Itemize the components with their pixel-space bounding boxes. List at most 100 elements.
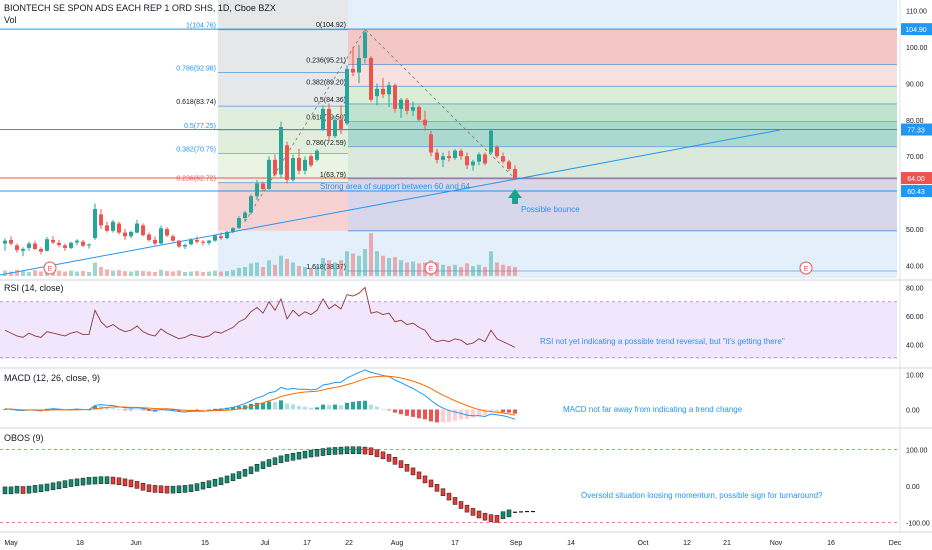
candle-body-47 <box>285 145 289 180</box>
obos-bar-28 <box>170 485 176 494</box>
candle-body-12 <box>75 240 79 243</box>
candle-body-17 <box>105 225 109 231</box>
obos-bar-12 <box>74 478 80 487</box>
volume-bar-65 <box>393 257 397 276</box>
volume-bar-38 <box>231 270 235 276</box>
obos-bar-16 <box>98 476 104 484</box>
obos-bar-19 <box>116 477 122 486</box>
candle-body-3 <box>21 249 25 251</box>
candle-body-60 <box>363 32 367 58</box>
macd-hist-62 <box>375 406 379 410</box>
fib-zone-618-786 <box>348 121 897 147</box>
obos-bar-26 <box>158 485 164 494</box>
obos-bar-42 <box>254 464 260 472</box>
macd-hist-54 <box>327 404 331 410</box>
macd-hist-59 <box>357 401 361 410</box>
fib-zone-236-382 <box>348 64 897 87</box>
candle-body-48 <box>291 158 295 180</box>
time-tick-16: Dec <box>889 540 902 547</box>
obos-bar-25 <box>152 485 158 493</box>
candle-body-57 <box>345 68 349 124</box>
macd-hist-44 <box>267 401 271 410</box>
macd-hist-64 <box>387 409 391 411</box>
candle-body-13 <box>81 241 85 246</box>
volume-bar-42 <box>255 262 259 276</box>
obos-bar-33 <box>200 481 206 490</box>
volume-bar-18 <box>111 270 115 276</box>
obos-bar-22 <box>134 481 140 489</box>
obos-bar-45 <box>272 457 278 465</box>
volume-bar-76 <box>459 267 463 276</box>
candle-body-52 <box>315 150 319 160</box>
macd-hist-66 <box>399 409 403 415</box>
candle-body-42 <box>255 183 259 197</box>
fib-left-label-1: 0.786(92.98) <box>176 66 216 73</box>
macd-hist-18 <box>111 408 115 410</box>
macd-hist-78 <box>471 409 475 418</box>
candle-body-45 <box>273 159 277 175</box>
obos-bar-41 <box>248 466 254 475</box>
obos-bar-6 <box>38 484 44 492</box>
obos-bar-50 <box>302 450 308 459</box>
obos-annotation: Oversold situation loosing momentum, pos… <box>581 491 823 500</box>
macd-hist-61 <box>369 404 373 410</box>
candle-body-25 <box>153 239 157 244</box>
candle-body-23 <box>141 225 145 236</box>
macd-hist-83 <box>501 409 505 413</box>
volume-bar-80 <box>483 267 487 276</box>
candle-body-63 <box>381 88 385 95</box>
volume-bar-83 <box>501 264 505 276</box>
macd-hist-72 <box>435 409 439 423</box>
time-tick-4: Jul <box>261 540 270 547</box>
macd-hist-43 <box>261 402 265 410</box>
macd-hist-69 <box>417 409 421 419</box>
candle-body-0 <box>3 240 7 244</box>
time-tick-6: 22 <box>345 540 353 547</box>
macd-hist-17 <box>105 407 109 410</box>
candle-body-24 <box>147 234 151 240</box>
macd-hist-73 <box>441 409 445 423</box>
symbol-title: BIONTECH SE SPON ADS EACH REP 1 ORD SHS,… <box>4 3 276 13</box>
volume-bar-32 <box>195 271 199 276</box>
candle-body-1 <box>9 239 13 244</box>
fib-zone-1-ext <box>348 178 897 231</box>
macd-hist-71 <box>429 409 433 422</box>
candle-body-2 <box>15 245 19 251</box>
volume-bar-47 <box>285 258 289 276</box>
volume-bar-0 <box>3 270 7 276</box>
macd-hist-79 <box>477 409 481 416</box>
macd-hist-56 <box>339 405 343 410</box>
candle-body-78 <box>471 161 475 166</box>
candle-body-77 <box>465 156 469 166</box>
obos-bar-49 <box>296 451 302 460</box>
time-tick-3: 15 <box>201 540 209 547</box>
macd-hist-39 <box>237 406 241 410</box>
obos-bar-37 <box>224 475 230 484</box>
obos-bar-15 <box>92 476 98 485</box>
candle-body-33 <box>201 241 205 243</box>
obos-bar-47 <box>284 454 290 462</box>
candle-body-51 <box>309 156 313 166</box>
volume-bar-34 <box>207 271 211 276</box>
fib-zone-786-1 <box>348 146 897 179</box>
macd-hist-33 <box>201 409 205 411</box>
price-tag-text-2: 64.00 <box>907 176 925 183</box>
volume-bar-60 <box>363 249 367 276</box>
volume-bar-48 <box>291 262 295 276</box>
volume-bar-16 <box>99 267 103 276</box>
candle-body-36 <box>219 236 223 239</box>
macd-hist-36 <box>219 408 223 410</box>
price-tag-text-0: 104.90 <box>905 27 927 34</box>
macd-hist-46 <box>279 400 283 410</box>
candle-body-15 <box>93 208 97 239</box>
obos-pane-title: OBOS (9) <box>4 433 44 443</box>
candle-body-58 <box>351 68 355 73</box>
bounce-annotation: Possible bounce <box>521 205 580 214</box>
obos-bar-78 <box>470 508 476 516</box>
macd-hist-19 <box>117 409 121 410</box>
volume-bar-59 <box>357 255 361 276</box>
obos-bar-0 <box>2 486 8 495</box>
candle-body-53 <box>321 108 325 129</box>
volume-bar-36 <box>219 271 223 276</box>
